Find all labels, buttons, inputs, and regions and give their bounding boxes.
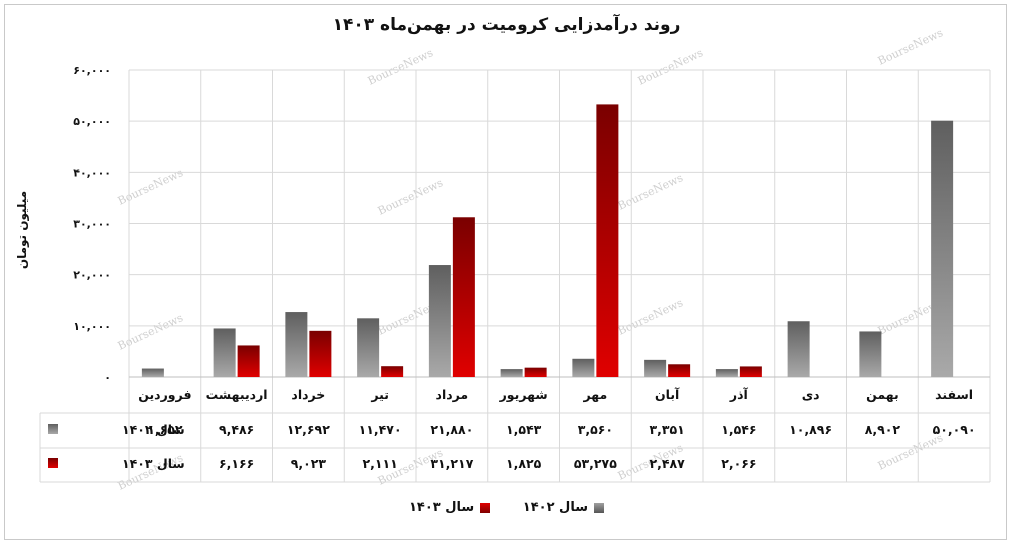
data-label: ۱,۵۴۶	[721, 422, 756, 437]
x-tick-label: شهریور	[499, 387, 548, 402]
bar-1403	[668, 364, 691, 377]
x-tick-label: دی	[802, 387, 820, 402]
legend: سال ۱۴۰۳ سال ۱۴۰۲	[0, 500, 1013, 517]
chart-title: روند درآمدزایی کرومیت در بهمن‌ماه ۱۴۰۳	[332, 15, 681, 35]
bar-1402	[859, 331, 882, 377]
data-label: ۵۳,۲۷۵	[574, 456, 617, 471]
bar-1402	[787, 321, 810, 377]
data-label: ۲,۱۱۱	[362, 456, 397, 471]
watermark: BourseNews	[116, 311, 186, 353]
data-label: ۵۰,۰۹۰	[933, 422, 976, 437]
legend-swatch-1402	[594, 502, 604, 513]
watermark: BourseNews	[876, 431, 946, 473]
y-axis-label: میلیون تومان	[15, 190, 29, 270]
x-tick-label: بهمن	[866, 387, 899, 402]
y-tick-label: ۳۰,۰۰۰	[73, 218, 111, 231]
y-tick-label: ۶۰,۰۰۰	[73, 64, 111, 77]
bar-1402	[572, 358, 595, 377]
data-label: ۹,۰۲۳	[291, 456, 327, 471]
bar-1402	[357, 318, 380, 377]
data-label: ۱۱,۴۷۰	[359, 422, 402, 437]
data-label: ۰	[161, 456, 169, 471]
legend-item-1403: سال ۱۴۰۳	[409, 500, 491, 515]
data-label: ۳,۳۵۱	[649, 422, 684, 437]
watermark: BourseNews	[876, 26, 946, 68]
data-label: ۸,۹۰۲	[865, 422, 901, 437]
y-tick-label: ۰	[104, 371, 111, 384]
x-tick-label: مهر	[582, 387, 607, 402]
bar-1402	[213, 328, 236, 377]
data-label: ۲,۰۶۶	[721, 456, 756, 471]
table-row-header: سال ۱۴۰۳	[122, 456, 185, 471]
watermark: BourseNews	[376, 176, 446, 218]
data-label: ۳۱,۲۱۷	[430, 456, 473, 471]
bar-1403	[524, 367, 547, 377]
x-tick-label: اسفند	[935, 387, 973, 402]
bar-1402	[500, 369, 523, 377]
bar-1403	[596, 104, 619, 378]
data-label: ۳,۵۶۰	[578, 422, 613, 437]
data-label: ۱۰,۸۹۶	[789, 422, 832, 437]
data-label: ۶,۱۶۶	[219, 456, 254, 471]
x-tick-label: خرداد	[291, 387, 325, 402]
watermark: BourseNews	[366, 46, 436, 88]
bar-1403	[739, 366, 762, 377]
y-tick-label: ۴۰,۰۰۰	[73, 166, 111, 179]
data-label: ۱,۸۲۵	[506, 456, 542, 471]
bar-1403	[381, 366, 404, 377]
bar-1403	[452, 217, 475, 377]
data-label: ۹,۴۸۶	[219, 422, 254, 437]
x-tick-label: مرداد	[436, 387, 469, 402]
x-tick-label: تیر	[370, 387, 389, 402]
table-row-header: سال ۱۴۰۲	[122, 422, 185, 437]
chart-frame: روند درآمدزایی کرومیت در بهمن‌ماه ۱۴۰۳	[4, 4, 1007, 540]
legend-item-1402: سال ۱۴۰۲	[523, 500, 604, 515]
bar-1402	[931, 120, 954, 377]
bar-1402	[141, 368, 164, 377]
table-row-swatch	[48, 424, 58, 434]
data-label: ۱۲,۶۹۲	[287, 422, 330, 437]
data-label: ۲۱,۸۸۰	[430, 422, 473, 437]
bar-1402	[428, 265, 451, 377]
bar-1402	[644, 359, 667, 377]
legend-swatch-1403	[480, 502, 491, 513]
data-label: ۱,۵۴۳	[506, 422, 542, 437]
x-tick-label: آذر	[729, 387, 749, 402]
bar-1403	[309, 330, 332, 377]
x-tick-label: فروردین	[138, 387, 191, 402]
y-tick-label: ۲۰,۰۰۰	[73, 269, 111, 282]
legend-label-1402: سال ۱۴۰۲	[522, 500, 588, 515]
bar-1402	[285, 312, 308, 377]
data-label: ۱,۶۵۲	[147, 422, 183, 437]
watermark: BourseNews	[616, 296, 686, 338]
watermark: BourseNews	[636, 46, 706, 88]
y-tick-label: ۱۰,۰۰۰	[73, 320, 111, 333]
x-tick-label: آبان	[655, 387, 680, 402]
y-tick-label: ۵۰,۰۰۰	[73, 115, 111, 128]
bar-1403	[237, 345, 260, 377]
bar-1402	[715, 369, 738, 377]
data-label: ۲,۴۸۷	[649, 456, 685, 471]
x-tick-label: اردیبهشت	[206, 387, 268, 402]
table-row-swatch	[48, 458, 58, 468]
legend-label-1403: سال ۱۴۰۳	[409, 500, 475, 515]
watermark: BourseNews	[616, 171, 686, 213]
